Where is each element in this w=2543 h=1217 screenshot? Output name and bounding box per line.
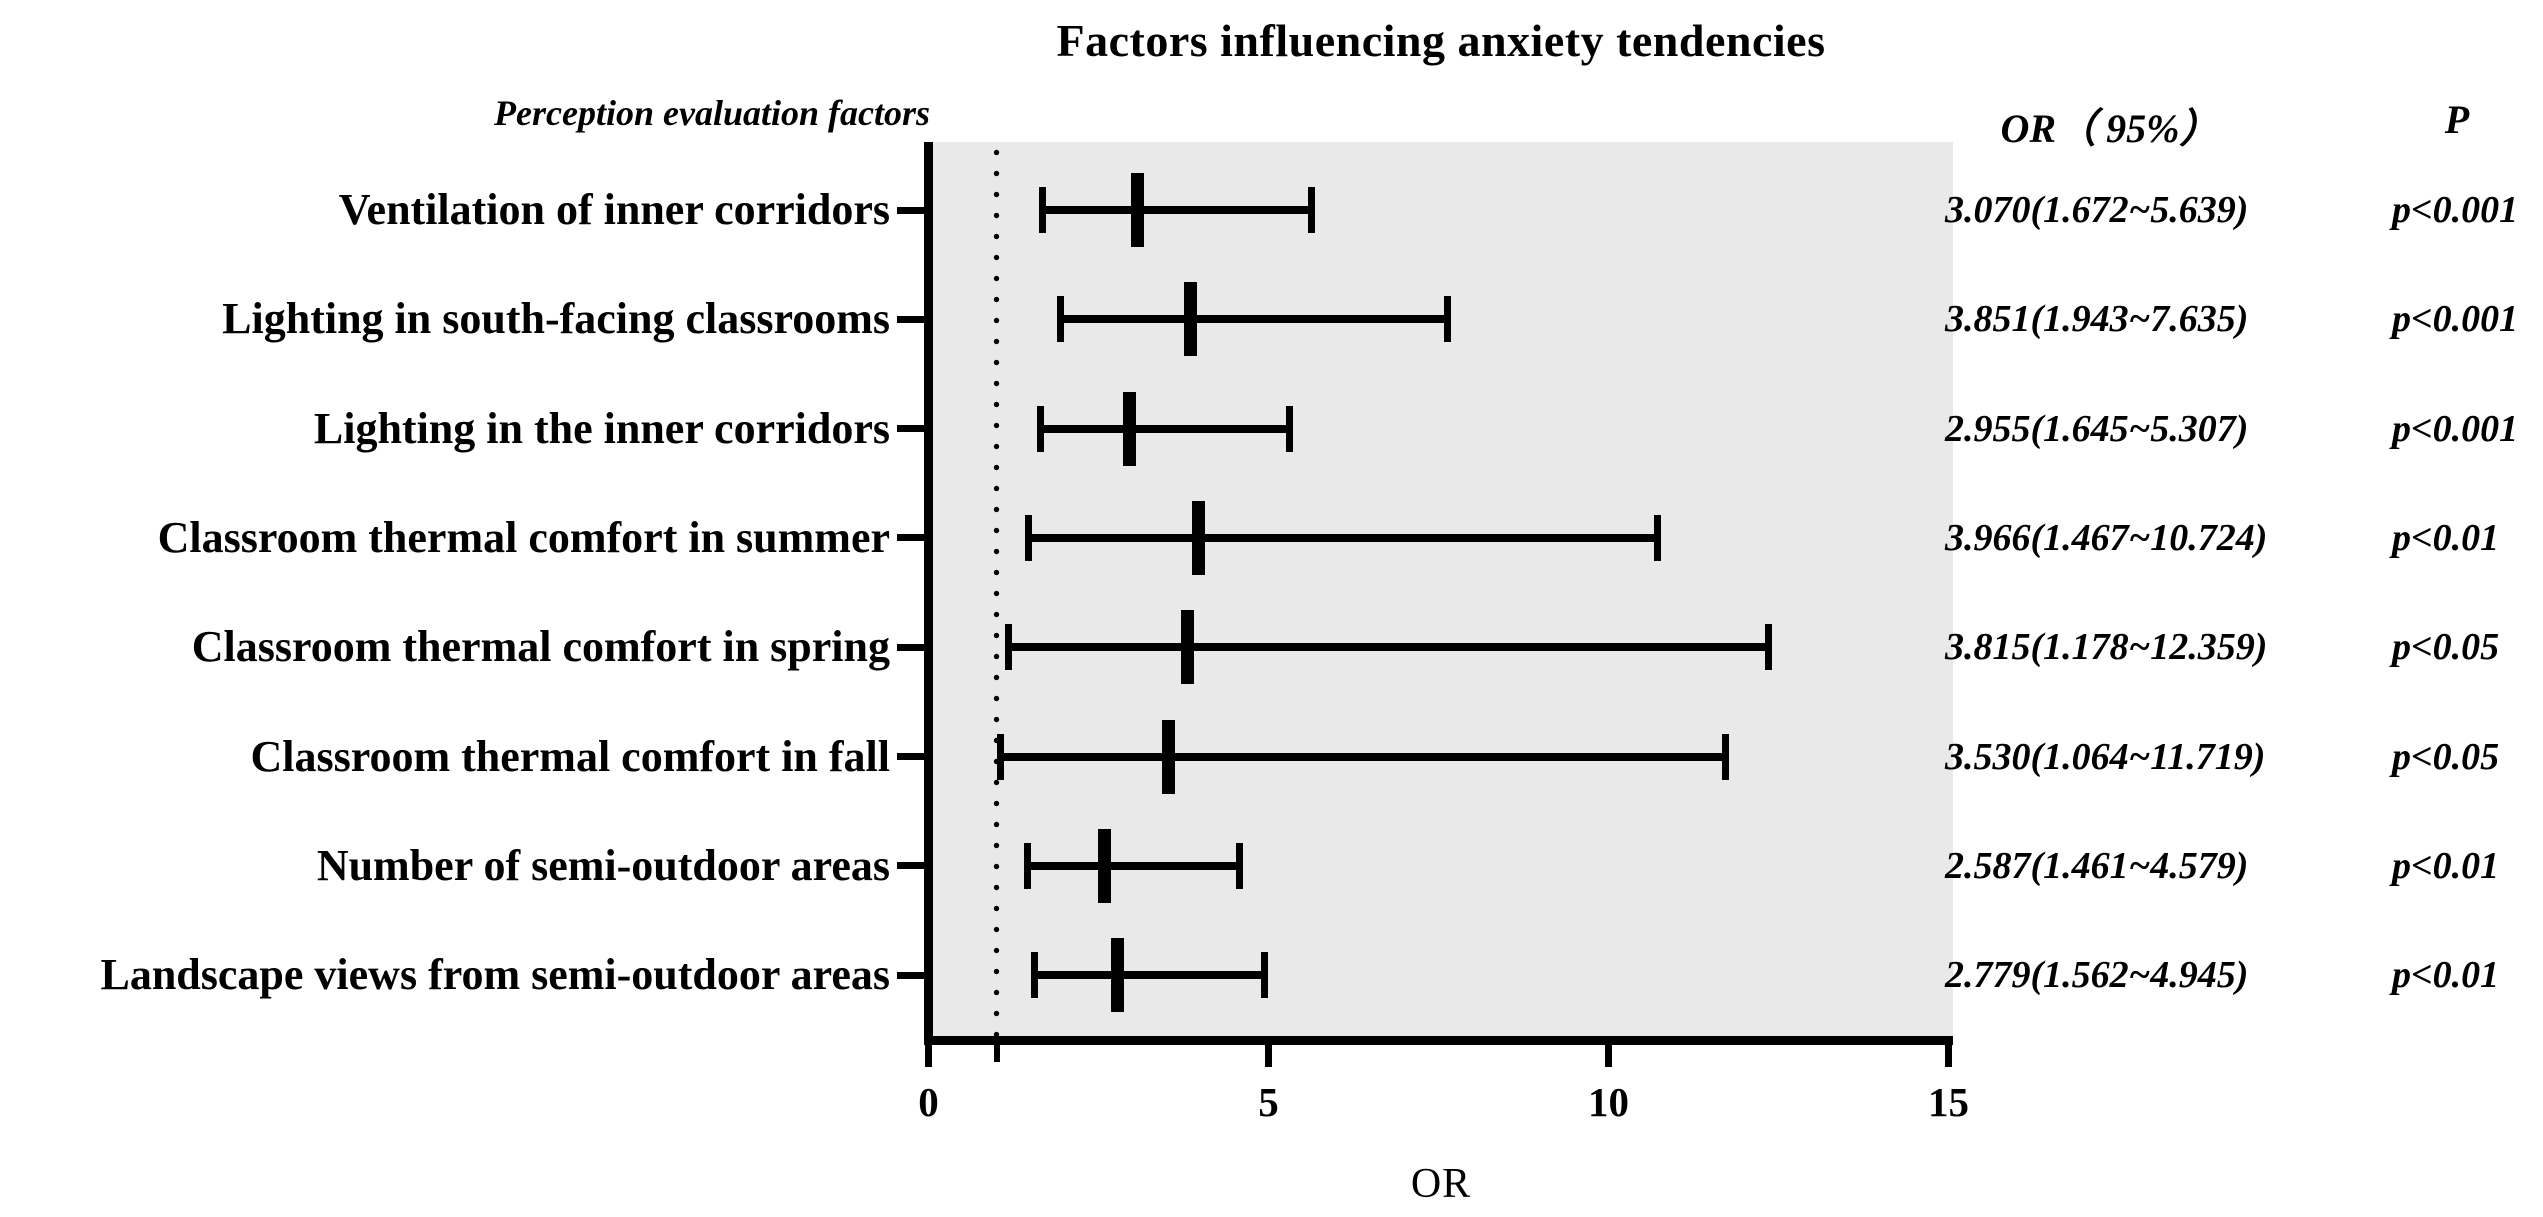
row-label: Landscape views from semi-outdoor areas (100, 950, 890, 1000)
y-axis-tick (897, 753, 933, 760)
or-point-marker (1130, 173, 1144, 247)
y-axis-tick (897, 862, 933, 870)
y-axis-tick (897, 206, 933, 214)
x-tick-label: 5 (1258, 1079, 1279, 1125)
row-label: Classroom thermal comfort in fall (250, 731, 890, 781)
x-axis-tick (1265, 1045, 1272, 1067)
y-axis-line (924, 142, 933, 1045)
y-axis-tick (897, 315, 933, 323)
x-tick-label: 10 (1588, 1079, 1629, 1125)
ci-cap-low (1024, 514, 1032, 561)
row-label: Classroom thermal comfort in summer (157, 512, 890, 562)
ci-whisker (1034, 971, 1265, 980)
y-axis-tick (897, 971, 933, 979)
p-value: p<0.001 (2392, 407, 2519, 450)
column-header-or-ci: OR（ 95%） (2000, 106, 2220, 151)
or-point-marker (1097, 828, 1111, 903)
or-point-marker (1181, 610, 1195, 685)
plot-area-background (933, 142, 1953, 1036)
or-ci-value: 2.779(1.562~4.945) (1945, 954, 2249, 997)
p-value: p<0.01 (2392, 516, 2500, 559)
ci-cap-high (1308, 187, 1316, 233)
x-axis-tick (1605, 1045, 1612, 1067)
y-axis-tick (897, 425, 933, 433)
or-ci-value: 3.966(1.467~10.724) (1945, 516, 2268, 559)
ci-cap-low (1024, 842, 1032, 889)
or-point-marker (1162, 719, 1176, 794)
x-axis-line (924, 1036, 1953, 1045)
ci-cap-high (1261, 952, 1269, 999)
reference-line-or-1 (993, 142, 1000, 1036)
ci-cap-high (1721, 733, 1729, 780)
p-value: p<0.001 (2392, 189, 2519, 231)
column-header-factors: Perception evaluation factors (494, 93, 930, 133)
p-value: p<0.05 (2392, 626, 2500, 669)
ci-whisker (1008, 643, 1769, 652)
chart-title: Factors influencing anxiety tendencies (1056, 15, 1826, 66)
or-point-marker (1183, 282, 1197, 357)
row-label: Lighting in south-facing classrooms (222, 294, 890, 344)
ci-cap-low (1005, 624, 1013, 671)
p-value: p<0.05 (2392, 735, 2500, 778)
ci-whisker (1000, 752, 1726, 761)
x-axis-tick (1945, 1045, 1952, 1067)
ci-whisker (1060, 315, 1448, 324)
ci-cap-high (1236, 842, 1244, 889)
row-label: Ventilation of inner corridors (338, 185, 890, 234)
x-tick-label: 0 (918, 1079, 939, 1125)
row-label: Number of semi-outdoor areas (316, 840, 890, 890)
ci-cap-high (1765, 624, 1773, 671)
x-axis-reference-tick (993, 1045, 1000, 1062)
ci-whisker (1027, 861, 1240, 870)
ci-cap-low (997, 733, 1005, 780)
or-ci-value: 3.530(1.064~11.719) (1945, 735, 2266, 778)
or-ci-value: 3.070(1.672~5.639) (1945, 189, 2249, 231)
ci-whisker (1028, 533, 1658, 542)
ci-cap-low (1038, 187, 1046, 233)
or-point-marker (1122, 391, 1136, 466)
ci-cap-low (1036, 405, 1044, 452)
or-ci-value: 3.815(1.178~12.359) (1945, 626, 2268, 669)
ci-cap-high (1654, 514, 1662, 561)
column-header-p: P (2444, 97, 2470, 142)
ci-whisker (1042, 206, 1312, 214)
ci-cap-high (1285, 405, 1293, 452)
p-value: p<0.01 (2392, 844, 2500, 887)
or-point-marker (1191, 500, 1205, 575)
ci-whisker (1040, 424, 1290, 433)
or-ci-value: 2.955(1.645~5.307) (1945, 407, 2249, 450)
ci-cap-high (1444, 296, 1452, 343)
p-value: p<0.01 (2392, 954, 2500, 997)
or-ci-value: 3.851(1.943~7.635) (1945, 298, 2249, 341)
x-axis-title: OR (1410, 1161, 1472, 1207)
ci-cap-low (1031, 952, 1039, 999)
row-label: Lighting in the inner corridors (313, 403, 890, 453)
ci-cap-low (1057, 296, 1065, 343)
y-axis-tick (897, 534, 933, 542)
or-point-marker (1110, 938, 1124, 1013)
x-axis-tick (925, 1045, 932, 1067)
p-value: p<0.001 (2392, 298, 2519, 341)
row-label: Classroom thermal comfort in spring (191, 622, 890, 672)
x-tick-label: 15 (1928, 1079, 1969, 1125)
or-ci-value: 2.587(1.461~4.579) (1945, 844, 2249, 887)
y-axis-tick (897, 643, 933, 651)
